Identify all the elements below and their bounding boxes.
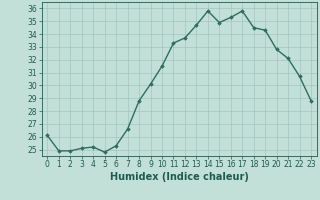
X-axis label: Humidex (Indice chaleur): Humidex (Indice chaleur) [110, 172, 249, 182]
